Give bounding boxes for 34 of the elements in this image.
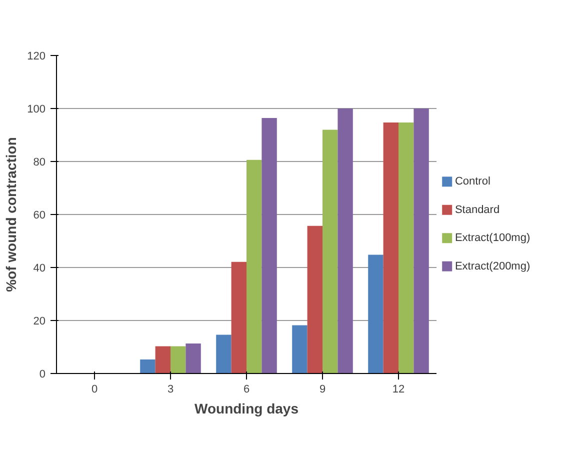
bar	[155, 346, 170, 374]
x-tick-label: 0	[91, 384, 98, 396]
bar	[292, 325, 308, 374]
y-tick-label: 100	[27, 104, 46, 116]
x-tick-label: 9	[319, 384, 326, 396]
bar	[140, 359, 156, 374]
bar	[246, 160, 262, 374]
bar	[322, 130, 338, 374]
bar	[383, 122, 398, 374]
bar	[398, 122, 414, 374]
legend-label: Extract(200mg)	[454, 260, 530, 272]
bar	[170, 346, 186, 374]
y-tick-label: 80	[33, 156, 46, 168]
bar	[368, 254, 384, 374]
bar	[262, 118, 277, 374]
bar	[307, 226, 322, 374]
x-tick-label: 3	[167, 384, 174, 396]
bar	[186, 344, 201, 374]
bar	[216, 334, 232, 374]
bar	[338, 108, 353, 374]
legend-label: Standard	[454, 204, 500, 216]
y-tick-label: 20	[33, 316, 46, 328]
bar	[414, 108, 429, 374]
x-tick-label: 6	[243, 384, 250, 396]
y-tick-label: 120	[27, 50, 46, 62]
legend-label: Control	[454, 176, 490, 188]
y-tick-label: 40	[33, 262, 46, 274]
x-tick-label: 12	[392, 384, 405, 396]
y-tick-label: 60	[33, 210, 46, 222]
bar	[231, 262, 246, 374]
x-axis-title: Wounding days	[194, 400, 299, 416]
y-tick-label: 0	[39, 368, 46, 380]
y-axis-title: %of wound contraction	[3, 137, 20, 292]
legend-label: Extract(100mg)	[454, 232, 530, 244]
